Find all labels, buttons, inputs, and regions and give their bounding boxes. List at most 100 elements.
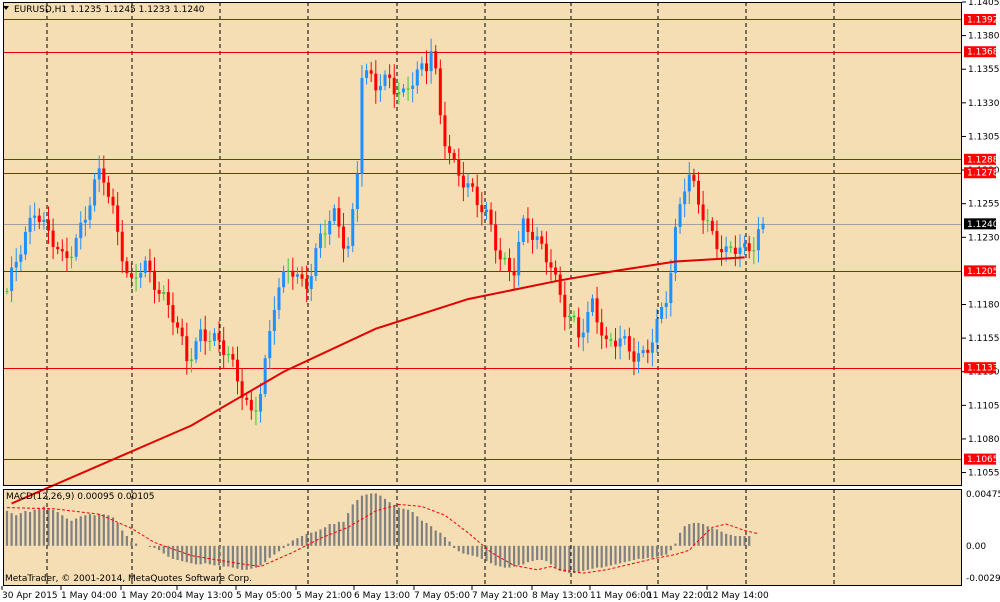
panel-frames xyxy=(3,2,962,586)
time-axis-labels: 30 Apr 2015 1 May 04:00 1 May 20:00 4 May 1… xyxy=(1,586,769,601)
candle-body xyxy=(148,260,152,271)
macd-panel-frame xyxy=(3,489,962,586)
time-label: 11 May 22:00 xyxy=(647,591,709,601)
candle-body xyxy=(120,231,124,262)
candle-body xyxy=(415,69,419,86)
price-tag: 1.1392 xyxy=(967,15,999,25)
candle-body xyxy=(5,291,9,293)
candle-body xyxy=(203,329,207,342)
candle-body xyxy=(272,309,276,332)
candle-body xyxy=(189,359,193,362)
candle-body xyxy=(162,292,166,294)
candle-body xyxy=(42,219,46,222)
time-label: 4 May 13:00 xyxy=(177,591,233,601)
candle-body xyxy=(498,250,502,260)
candle-body xyxy=(475,186,479,206)
candle-body xyxy=(411,85,415,89)
candle-body xyxy=(724,246,728,253)
candle-body xyxy=(355,173,359,210)
horizontal-level-lines xyxy=(3,19,962,460)
candle-body xyxy=(627,336,631,352)
price-tag-box xyxy=(964,167,996,179)
time-label: 11 May 06:00 xyxy=(590,591,652,601)
candle-body xyxy=(10,267,14,292)
chevron-down-icon[interactable] xyxy=(3,6,9,10)
candle-body xyxy=(549,262,553,268)
candle-body xyxy=(738,247,742,254)
candle-body xyxy=(360,77,364,174)
candle-body xyxy=(388,74,392,78)
candle-body xyxy=(526,218,530,232)
candle-body xyxy=(277,287,281,310)
candle-body xyxy=(106,182,110,197)
candle-body xyxy=(438,68,442,116)
candle-body xyxy=(521,218,525,242)
candle-body xyxy=(660,307,664,319)
candle-body xyxy=(286,270,290,272)
candle-body xyxy=(222,340,226,355)
candlesticks xyxy=(5,38,765,426)
candle-body xyxy=(300,274,304,279)
candle-body xyxy=(374,73,378,91)
candle-body xyxy=(153,270,157,290)
price-tag-box xyxy=(964,13,996,25)
candle-body xyxy=(471,183,475,187)
candle-body xyxy=(129,273,133,278)
candle-body xyxy=(614,340,618,347)
candle-body xyxy=(401,88,405,93)
price-tag-box xyxy=(964,362,996,374)
price-tag: 1.1278 xyxy=(967,169,999,179)
candle-body xyxy=(683,191,687,205)
candle-body xyxy=(480,205,484,213)
time-label: 12 May 14:00 xyxy=(707,591,769,601)
price-label: 1.1255 xyxy=(968,200,1000,210)
candle-body xyxy=(678,204,682,227)
candle-body xyxy=(180,327,184,337)
candle-body xyxy=(231,354,235,360)
candle-body xyxy=(761,223,765,230)
candle-body xyxy=(378,85,382,91)
candle-body xyxy=(531,231,535,240)
candle-body xyxy=(425,63,429,72)
candle-body xyxy=(51,230,55,247)
price-tag-box xyxy=(964,153,996,165)
candle-body xyxy=(226,354,230,356)
candle-body xyxy=(171,305,175,323)
candle-body xyxy=(166,292,170,306)
price-tag-box xyxy=(964,265,996,277)
price-tag: 1.1133 xyxy=(967,364,999,374)
candle-body xyxy=(208,340,212,342)
price-tag: 1.1288 xyxy=(967,155,999,165)
price-tag: 1.1368 xyxy=(967,48,999,58)
candle-body xyxy=(590,298,594,312)
candle-body xyxy=(461,175,465,188)
time-label: 5 May 05:00 xyxy=(236,591,292,601)
candle-body xyxy=(692,174,696,181)
candle-body xyxy=(581,332,585,338)
candle-body xyxy=(623,336,627,339)
candle-body xyxy=(507,257,511,272)
candle-body xyxy=(756,229,760,251)
candle-body xyxy=(157,289,161,294)
moving-average-line xyxy=(11,256,745,505)
candle-body xyxy=(134,277,138,279)
candle-body xyxy=(88,205,92,220)
candle-body xyxy=(328,220,332,235)
price-label: 1.1105 xyxy=(968,401,1000,411)
candle-body xyxy=(249,399,253,411)
candle-body xyxy=(420,63,424,70)
candle-body xyxy=(111,196,115,206)
price-axis-labels: 1.14051.13801.13551.13301.13051.12801.12… xyxy=(962,0,1000,479)
candle-body xyxy=(143,260,147,273)
price-tag-box xyxy=(964,46,996,58)
candle-body xyxy=(139,272,143,278)
vertical-gridlines xyxy=(46,2,835,586)
candle-body xyxy=(655,318,659,343)
candle-body xyxy=(236,359,239,382)
candle-body xyxy=(752,250,756,252)
candle-body xyxy=(259,393,263,412)
candle-body xyxy=(650,342,654,353)
candle-body xyxy=(604,335,608,340)
candle-body xyxy=(33,215,37,218)
candle-body xyxy=(747,243,751,252)
